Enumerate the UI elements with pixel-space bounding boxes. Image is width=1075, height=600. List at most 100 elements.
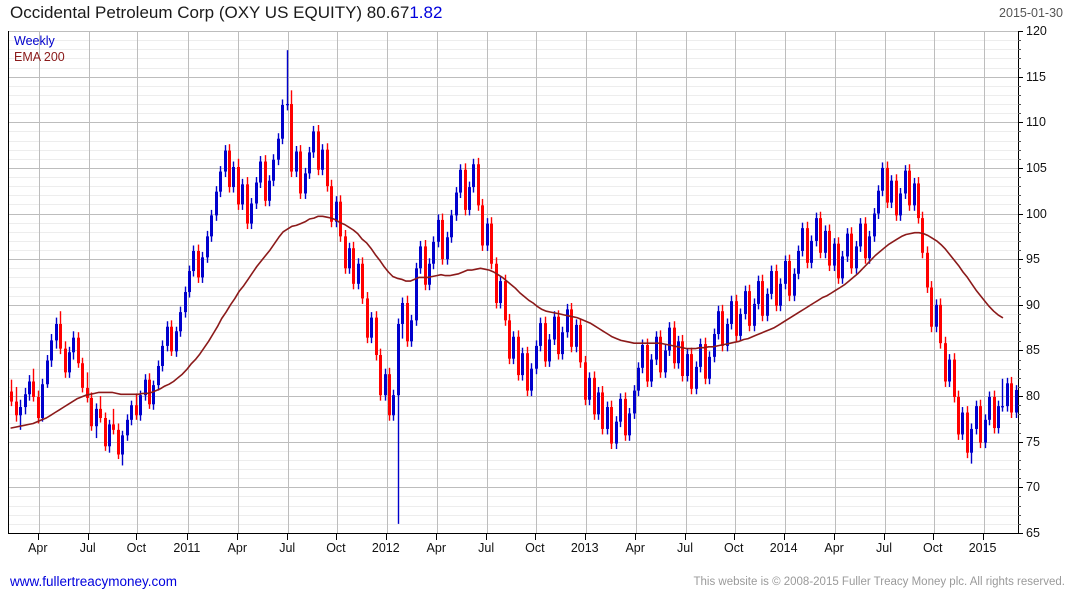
y-axis-tick-minor — [1018, 186, 1021, 188]
y-axis-tick-minor — [1018, 222, 1021, 224]
x-axis-label: 2015 — [968, 541, 997, 555]
x-axis-tick — [585, 534, 586, 540]
x-axis-label: 2013 — [570, 541, 599, 555]
instrument-title: Occidental Petroleum Corp (OXY US EQUITY… — [10, 3, 410, 22]
y-axis-label: 105 — [1026, 160, 1047, 175]
y-axis-label: 85 — [1026, 343, 1040, 358]
y-axis-tick-minor — [1018, 505, 1021, 507]
y-axis-tick-minor — [1018, 49, 1021, 51]
y-axis-tick-minor — [1018, 432, 1021, 434]
y-axis-tick-minor — [1018, 94, 1021, 96]
x-axis-label: 2011 — [173, 541, 201, 555]
x-axis: Apr Jul Oct 2011 Apr Jul Oct 2012 Apr Jul Oct 2013 A… — [8, 534, 1019, 564]
price-change: 1.82 — [409, 3, 443, 22]
y-axis-tick-minor — [1018, 341, 1021, 343]
chart-header: Occidental Petroleum Corp (OXY US EQUITY… — [0, 0, 1075, 30]
y-axis-tick-major — [1018, 76, 1023, 78]
y-axis-tick-minor — [1018, 332, 1021, 334]
x-axis-tick — [38, 534, 39, 540]
x-axis-label: Apr — [227, 541, 248, 555]
x-axis-label: Oct — [922, 541, 943, 555]
x-axis-label: Jul — [875, 541, 892, 555]
y-axis-tick-minor — [1018, 478, 1021, 480]
y-axis-tick-minor — [1018, 277, 1021, 279]
copyright-notice: This website is © 2008-2015 Fuller Treac… — [693, 576, 1065, 588]
y-axis-tick-minor — [1018, 286, 1021, 288]
x-axis-tick — [187, 534, 188, 540]
y-axis-label: 120 — [1026, 24, 1047, 38]
y-axis-tick-minor — [1018, 459, 1021, 461]
x-axis-tick — [834, 534, 835, 540]
y-axis-tick-minor — [1018, 323, 1021, 325]
y-axis-label: 95 — [1026, 252, 1040, 267]
x-axis-label: Jul — [677, 541, 694, 555]
y-axis-tick-minor — [1018, 450, 1021, 452]
x-axis-label: Oct — [525, 541, 545, 555]
y-axis-tick-minor — [1018, 40, 1021, 42]
y-axis-tick-minor — [1018, 359, 1021, 361]
y-axis-tick-major — [1018, 533, 1023, 534]
y-axis-tick-major — [1018, 396, 1023, 398]
legend-item-ema200: EMA 200 — [14, 50, 65, 64]
y-axis-tick-minor — [1018, 423, 1021, 425]
x-axis-tick — [237, 534, 238, 540]
x-axis-tick — [685, 534, 686, 540]
x-axis-label: Oct — [326, 541, 346, 555]
x-axis-tick — [136, 534, 137, 540]
chart-legend: Weekly EMA 200 — [14, 33, 65, 65]
x-axis-label: Jul — [79, 541, 96, 555]
x-axis-tick — [784, 534, 785, 540]
y-axis-tick-minor — [1018, 113, 1021, 115]
y-axis-tick-minor — [1018, 177, 1021, 179]
y-axis-label: 115 — [1026, 69, 1046, 84]
x-axis-label: Apr — [426, 541, 446, 555]
plot-area — [8, 31, 1018, 534]
x-axis-label: Apr — [824, 541, 844, 555]
y-axis-tick-minor — [1018, 131, 1021, 133]
y-axis-tick-major — [1018, 304, 1023, 306]
y-axis-tick-major — [1018, 487, 1023, 489]
x-axis-label: Oct — [724, 541, 744, 555]
y-axis-tick-major — [1018, 122, 1023, 124]
x-axis-label: 2012 — [371, 541, 400, 555]
y-axis-tick-minor — [1018, 469, 1021, 471]
price-chart-svg — [9, 31, 1018, 533]
y-axis-tick-minor — [1018, 104, 1021, 106]
x-axis-tick — [88, 534, 89, 540]
y-axis-tick-minor — [1018, 231, 1021, 233]
x-axis-tick — [635, 534, 636, 540]
x-axis-label: Apr — [625, 541, 645, 555]
y-axis-tick-minor — [1018, 250, 1021, 252]
y-axis-tick-minor — [1018, 204, 1021, 206]
y-axis-tick-major — [1018, 441, 1023, 443]
y-axis-tick-minor — [1018, 313, 1021, 315]
y-axis-tick-minor — [1018, 386, 1021, 388]
x-axis-label: 2014 — [769, 541, 798, 555]
y-axis-label: 70 — [1026, 480, 1040, 495]
x-axis-label: Oct — [126, 541, 147, 555]
y-axis-tick-minor — [1018, 240, 1021, 242]
x-axis-tick — [535, 534, 536, 540]
y-axis-label: 80 — [1026, 389, 1040, 404]
y-axis-label: 90 — [1026, 297, 1040, 312]
x-axis-tick — [436, 534, 437, 540]
site-url[interactable]: www.fullertreacymoney.com — [10, 574, 178, 589]
x-axis-tick — [884, 534, 885, 540]
x-axis-tick — [983, 534, 984, 540]
y-axis-label: 110 — [1026, 115, 1046, 130]
x-axis-tick — [287, 534, 288, 540]
y-axis-label: 100 — [1026, 206, 1047, 221]
y-axis-tick-minor — [1018, 368, 1021, 370]
y-axis-tick-minor — [1018, 514, 1021, 516]
y-axis-tick-major — [1018, 213, 1023, 215]
y-axis-tick-minor — [1018, 268, 1021, 270]
y-axis: 65 70 75 80 85 90 95 100 105 110 115 120 — [1018, 24, 1075, 540]
y-axis-tick-minor — [1018, 85, 1021, 87]
as-of-date: 2015-01-30 — [999, 6, 1063, 20]
x-axis-label: Apr — [28, 541, 48, 555]
y-axis-tick-minor — [1018, 67, 1021, 69]
x-axis-label: Jul — [279, 541, 296, 555]
x-axis-tick — [486, 534, 487, 540]
x-axis-label: Jul — [478, 541, 495, 555]
y-axis-label: 75 — [1026, 434, 1040, 449]
